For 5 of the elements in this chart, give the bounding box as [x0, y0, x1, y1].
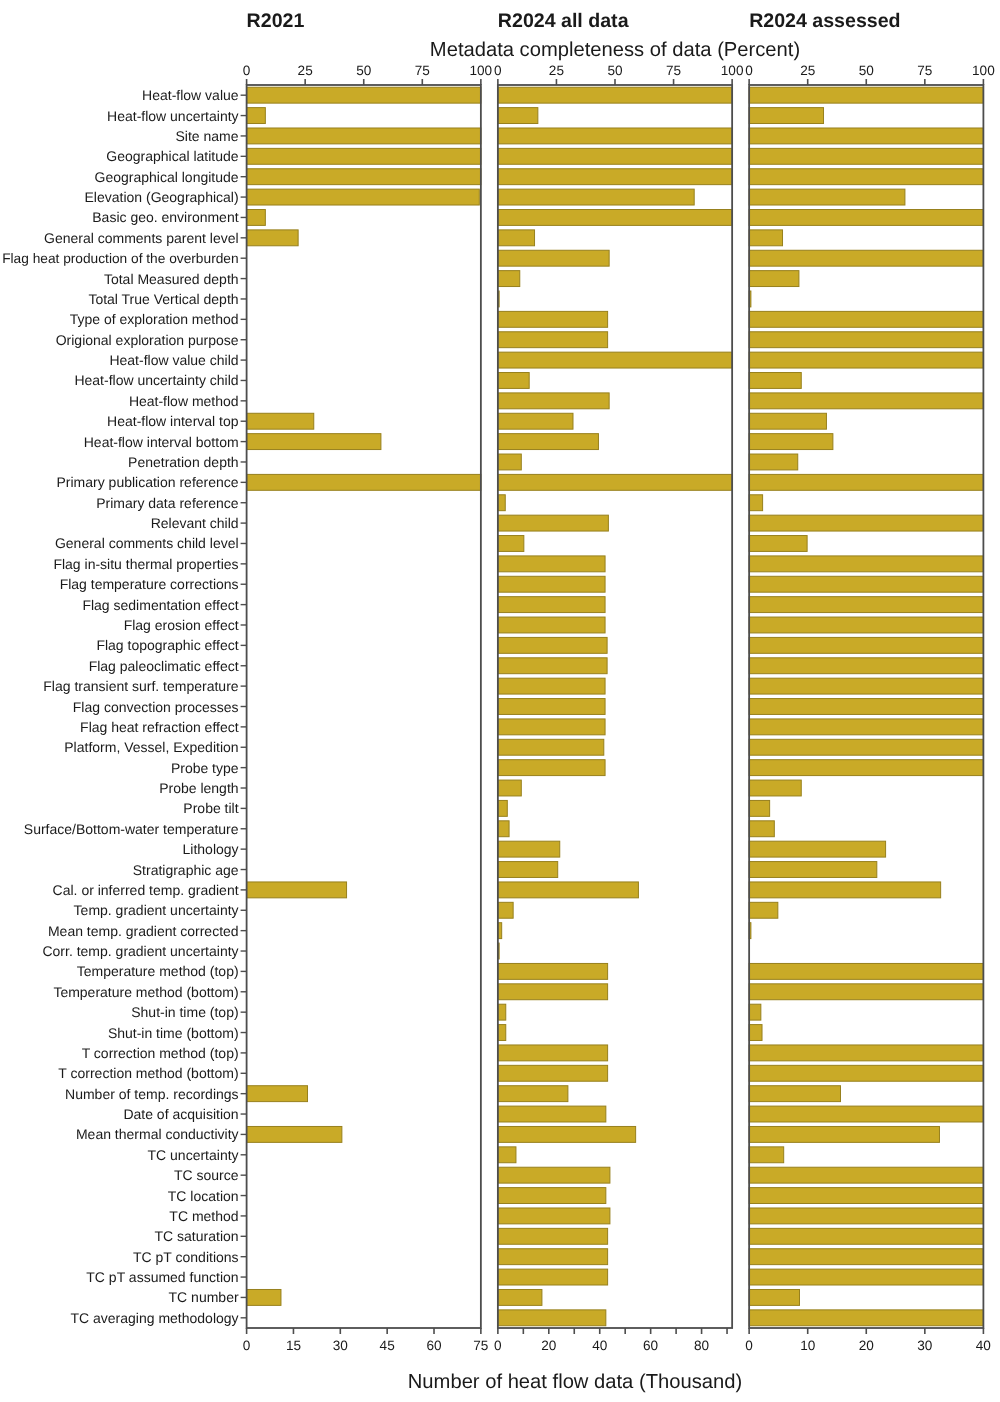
x-axis-title: Number of heat flow data (Thousand): [407, 1372, 743, 1394]
chart-title: R2021: [246, 10, 306, 33]
chart-title: R2024 all data: [497, 10, 630, 33]
chart-title: R2024 assessed: [749, 10, 901, 33]
x2-axis-title: Metadata completeness of data (Percent): [429, 40, 801, 62]
